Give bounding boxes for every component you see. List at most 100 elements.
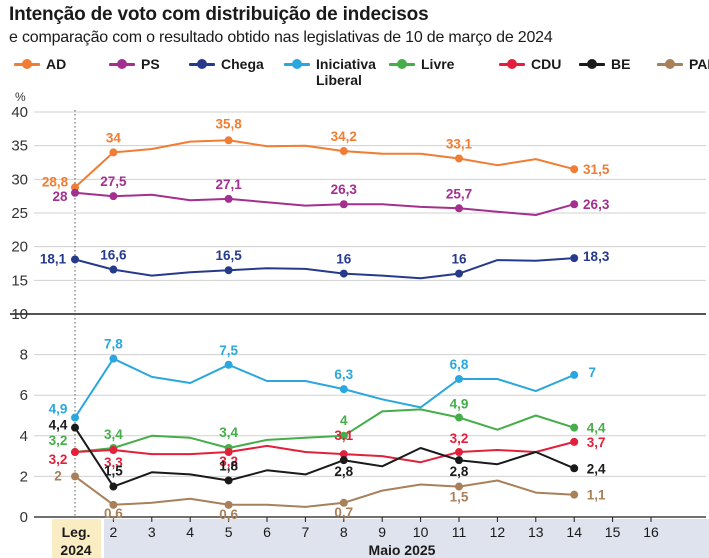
data-point: [109, 500, 118, 509]
series-line-be: [74, 427, 575, 488]
data-label: 4,9: [49, 402, 68, 417]
x-tick-label: 5: [225, 524, 233, 540]
data-label: 3,2: [219, 454, 238, 469]
data-point: [224, 448, 233, 457]
y-tick-label: 20: [11, 239, 28, 256]
data-label: 34: [106, 130, 122, 145]
data-point: [109, 354, 118, 363]
legend-label: PS: [141, 56, 160, 72]
data-label: 31,5: [583, 162, 610, 177]
data-point: [339, 450, 348, 459]
data-point: [224, 266, 233, 275]
data-label: 33,1: [446, 136, 473, 151]
data-point: [224, 194, 233, 203]
data-point: [339, 431, 348, 440]
series-line-cdu: [74, 440, 575, 464]
data-point: [224, 360, 233, 369]
x-tick-label: 2: [110, 524, 118, 540]
data-label: 26,3: [331, 182, 358, 197]
data-point: [455, 448, 463, 457]
data-label: 2,4: [587, 461, 606, 476]
data-label: 0,6: [104, 506, 123, 521]
x-tick-label: 7: [302, 524, 310, 540]
data-point: [109, 265, 118, 274]
data-label: 1,8: [219, 458, 238, 473]
data-label: 3,7: [587, 435, 606, 450]
data-label: 3,2: [49, 452, 68, 467]
x-tick-label: 15: [605, 524, 621, 540]
x-group-label-left: Leg.: [62, 524, 91, 540]
data-point: [455, 413, 463, 422]
data-point: [339, 385, 348, 394]
y-tick-label: 15: [11, 272, 28, 289]
data-label: 7: [588, 365, 596, 380]
data-label: 6,8: [450, 357, 469, 372]
x-tick-label: 16: [643, 524, 659, 540]
legend-swatch: [284, 59, 310, 69]
x-tick-label: 8: [340, 524, 348, 540]
legend-swatch: [499, 59, 525, 69]
x-tick-label: 11: [452, 524, 467, 540]
series-line-chega: [74, 257, 575, 280]
legend-label: AD: [46, 56, 67, 72]
data-point: [570, 370, 579, 379]
x-tick-label: 12: [490, 524, 506, 540]
data-point: [71, 413, 79, 422]
data-point: [570, 165, 579, 174]
data-point: [455, 204, 463, 213]
legend-swatch: [389, 59, 415, 69]
data-label: 35,8: [215, 116, 242, 131]
data-label: 18,3: [583, 249, 610, 264]
data-label: 3,2: [49, 433, 68, 448]
y-tick-label: 6: [20, 387, 28, 404]
legend-swatch: [657, 59, 683, 69]
legend-label: Chega: [221, 56, 264, 72]
data-point: [109, 192, 118, 201]
data-label: 1,5: [104, 464, 123, 479]
data-point: [570, 437, 579, 446]
leg-2024-band: [52, 519, 101, 558]
data-point: [224, 136, 233, 145]
data-point: [109, 148, 118, 157]
legend-label: BE: [611, 56, 631, 72]
data-label: 4: [340, 413, 348, 428]
data-point: [71, 255, 79, 264]
data-label: 0,6: [219, 507, 238, 522]
data-label: 28,8: [42, 174, 69, 189]
x-tick-label: 6: [263, 524, 271, 540]
y-tick-label: 30: [11, 171, 28, 188]
data-label: 18,1: [40, 251, 67, 266]
data-point: [71, 472, 79, 481]
data-point: [339, 200, 348, 209]
legend-swatch: [109, 59, 135, 69]
data-label: 7,8: [104, 337, 123, 352]
y-tick-label: 35: [11, 138, 28, 155]
data-label: 0,7: [334, 505, 353, 520]
data-label: 7,5: [219, 343, 238, 358]
series-line-livre: [74, 408, 575, 453]
legend-label: Iniciativa Liberal: [316, 56, 376, 88]
data-label: 3,2: [450, 431, 469, 446]
series-line-iniciativa: [74, 357, 575, 419]
data-label: 27,5: [100, 174, 127, 189]
data-point: [339, 456, 348, 465]
data-label: 16: [336, 252, 352, 267]
y-axis-unit: %: [15, 90, 26, 104]
data-label: 16: [451, 252, 467, 267]
data-point: [339, 147, 348, 156]
y-tick-label: 25: [11, 205, 28, 222]
series-line-ps: [74, 191, 575, 216]
data-point: [570, 490, 579, 499]
x-tick-label: 3: [148, 524, 156, 540]
data-point: [109, 482, 118, 491]
data-label: 16,5: [215, 248, 242, 263]
x-tick-label: 13: [528, 524, 544, 540]
data-point: [224, 476, 233, 485]
data-point: [455, 456, 463, 465]
data-point: [455, 269, 463, 278]
data-point: [570, 464, 579, 473]
data-label: 1,1: [587, 488, 606, 503]
legend-swatch: [579, 59, 605, 69]
data-label: 2,8: [450, 464, 469, 479]
